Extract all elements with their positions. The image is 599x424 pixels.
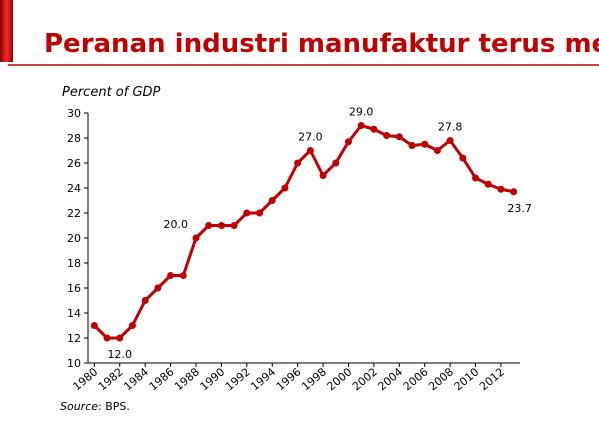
data-point bbox=[103, 334, 111, 342]
source-note: Source: BPS. bbox=[60, 400, 130, 413]
data-label: 29.0 bbox=[349, 106, 374, 119]
data-point bbox=[497, 185, 505, 193]
data-point bbox=[370, 125, 378, 133]
x-tick-label: 1986 bbox=[147, 365, 177, 393]
data-point bbox=[459, 154, 467, 162]
data-point bbox=[344, 138, 352, 146]
data-label: 27.8 bbox=[438, 121, 463, 134]
data-point bbox=[306, 147, 314, 154]
x-tick-label: 2006 bbox=[401, 365, 431, 393]
data-point bbox=[294, 159, 302, 167]
y-tick-label: 26 bbox=[67, 157, 81, 170]
data-point bbox=[446, 137, 454, 144]
data-point bbox=[510, 188, 518, 196]
x-tick-label: 2010 bbox=[452, 365, 482, 393]
data-point bbox=[408, 142, 416, 149]
x-tick-label: 2002 bbox=[350, 365, 380, 393]
slide-title: Peranan industri manufaktur terus meroso… bbox=[44, 29, 599, 59]
x-tick-label: 1994 bbox=[248, 365, 278, 393]
x-tick-label: 2008 bbox=[426, 365, 456, 393]
data-point bbox=[243, 209, 251, 217]
accent-bar bbox=[0, 0, 13, 62]
data-point bbox=[116, 334, 124, 342]
data-point bbox=[332, 159, 340, 167]
source-label: Source bbox=[60, 400, 98, 413]
y-tick-label: 10 bbox=[67, 357, 81, 370]
data-point bbox=[179, 272, 187, 279]
data-point bbox=[230, 222, 238, 229]
data-label: 27.0 bbox=[298, 131, 323, 144]
x-tick-label: 1998 bbox=[299, 365, 329, 393]
x-tick-label: 1984 bbox=[121, 365, 151, 393]
y-tick-label: 20 bbox=[67, 232, 81, 245]
data-point bbox=[128, 322, 136, 329]
data-point bbox=[90, 322, 98, 329]
x-tick-label: 1996 bbox=[274, 365, 304, 393]
data-point bbox=[319, 172, 327, 179]
y-tick-label: 24 bbox=[67, 182, 81, 195]
y-tick-label: 18 bbox=[67, 257, 81, 270]
y-tick-label: 30 bbox=[67, 107, 81, 120]
data-point bbox=[256, 209, 264, 217]
source-text: : BPS. bbox=[98, 400, 130, 413]
x-tick-label: 1988 bbox=[172, 365, 202, 393]
data-point bbox=[268, 197, 276, 204]
data-point bbox=[484, 180, 492, 188]
data-label: 20.0 bbox=[164, 218, 189, 231]
x-tick-label: 2004 bbox=[375, 365, 405, 393]
data-point bbox=[472, 174, 480, 182]
y-tick-label: 12 bbox=[67, 332, 81, 345]
x-tick-label: 2012 bbox=[477, 365, 507, 393]
x-tick-label: 2000 bbox=[325, 365, 355, 393]
data-point bbox=[141, 297, 149, 304]
data-point bbox=[167, 272, 175, 279]
series-line bbox=[93, 124, 514, 340]
y-tick-label: 22 bbox=[67, 207, 81, 220]
data-label: 12.0 bbox=[108, 348, 133, 361]
data-point bbox=[192, 234, 200, 242]
data-point bbox=[383, 132, 391, 139]
x-tick-label: 1982 bbox=[96, 365, 126, 393]
data-label: 23.7 bbox=[507, 202, 532, 215]
x-tick-label: 1990 bbox=[198, 365, 228, 393]
y-tick-label: 28 bbox=[67, 132, 81, 145]
data-point bbox=[395, 133, 403, 141]
data-point bbox=[281, 184, 289, 192]
x-tick-label: 1992 bbox=[223, 365, 253, 393]
data-point bbox=[421, 140, 429, 148]
data-point bbox=[154, 284, 162, 292]
data-point bbox=[433, 147, 441, 154]
data-point bbox=[217, 222, 225, 229]
y-tick-label: 16 bbox=[67, 282, 81, 295]
axis-caption: Percent of GDP bbox=[62, 85, 161, 100]
data-point bbox=[205, 222, 213, 229]
y-tick-label: 14 bbox=[67, 307, 81, 320]
data-point bbox=[357, 122, 365, 129]
